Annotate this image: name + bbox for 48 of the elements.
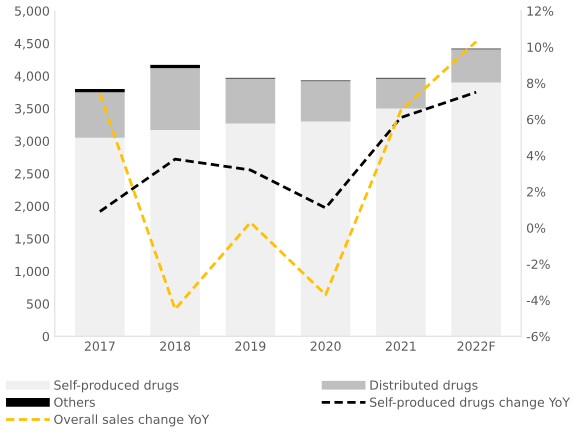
bar bbox=[75, 138, 125, 336]
x-tick-label: 2020 bbox=[310, 341, 341, 351]
legend-label: Self-produced drugs change YoY bbox=[370, 397, 570, 410]
y2-tick-label: 0% bbox=[526, 223, 546, 233]
bar bbox=[75, 88, 125, 92]
y-tick-label: 3,500 bbox=[15, 104, 50, 115]
bar bbox=[75, 92, 125, 138]
line-series bbox=[98, 40, 478, 311]
bar bbox=[451, 82, 501, 336]
bar bbox=[300, 81, 350, 122]
y2-tick-label: -4% bbox=[526, 296, 550, 306]
bar bbox=[226, 78, 276, 124]
bar bbox=[150, 130, 200, 336]
y2-tick-label: 6% bbox=[527, 114, 546, 124]
bar bbox=[451, 49, 501, 82]
y-tick-label: 3,000 bbox=[15, 136, 50, 148]
bar bbox=[150, 64, 200, 68]
y-tick-label: 4,000 bbox=[14, 71, 50, 82]
x-tick-label: 2019 bbox=[235, 341, 266, 351]
y-tick-label: 4,500 bbox=[14, 38, 50, 50]
y2-tick-label: 2% bbox=[527, 187, 546, 197]
y-tick-label: 5,000 bbox=[15, 6, 50, 18]
legend-label: Overall sales change YoY bbox=[54, 414, 210, 426]
x-tick-label: 2021 bbox=[386, 341, 416, 351]
y2-tick-label: -6% bbox=[526, 332, 550, 342]
y2-tick-label: -2% bbox=[526, 259, 550, 269]
x-tick-label: 2018 bbox=[160, 341, 190, 351]
bar bbox=[300, 122, 350, 336]
y-tick-label: 500 bbox=[26, 299, 50, 309]
bar bbox=[376, 78, 426, 108]
x-tick-label: 2017 bbox=[84, 341, 115, 351]
y-tick-label: 2,500 bbox=[14, 169, 50, 180]
bar bbox=[150, 68, 200, 130]
y-tick-label: 1,000 bbox=[15, 266, 50, 278]
y2-tick-label: 8% bbox=[526, 78, 546, 88]
y2-tick-label: 4% bbox=[526, 150, 546, 160]
legend-label: Distributed drugs bbox=[370, 380, 478, 392]
x-tick-label: 2022F bbox=[458, 341, 495, 351]
bar bbox=[226, 123, 276, 336]
legend-label: Self-produced drugs bbox=[54, 380, 178, 392]
legend-label: Others bbox=[54, 397, 95, 407]
y-tick-label: 1,500 bbox=[15, 234, 50, 245]
y-tick-label: 0 bbox=[42, 332, 50, 342]
line-series bbox=[98, 90, 478, 213]
bar bbox=[376, 108, 426, 336]
y2-tick-label: 10% bbox=[528, 42, 554, 52]
y-tick-label: 2,000 bbox=[14, 202, 50, 212]
y2-tick-label: 12% bbox=[528, 6, 554, 16]
